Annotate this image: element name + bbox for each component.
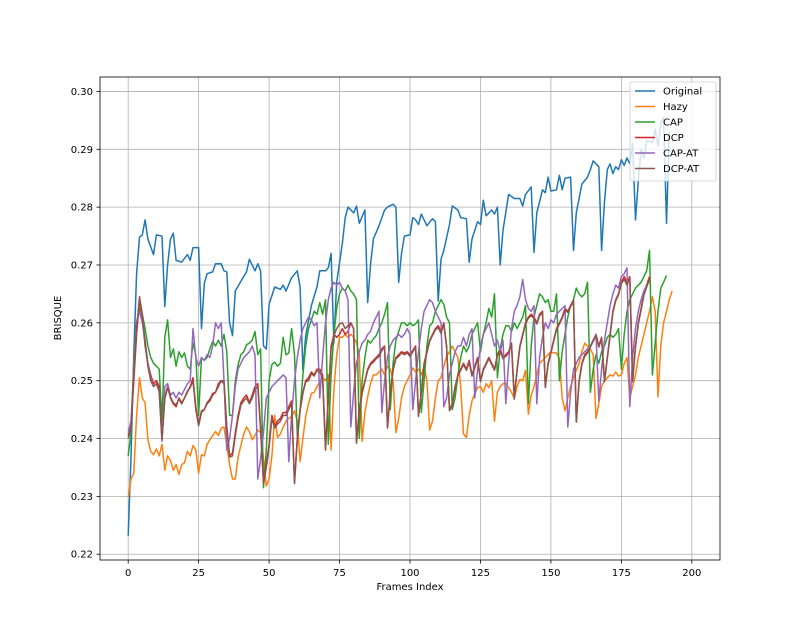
series-line-original (127, 116, 671, 536)
y-tick-label: 0.23 (71, 492, 93, 503)
series-line-hazy (127, 290, 673, 498)
x-tick-label: 75 (333, 568, 346, 579)
y-tick-label: 0.26 (71, 318, 93, 329)
legend-label: CAP-AT (663, 149, 699, 160)
series-line-dcp-at (127, 276, 651, 485)
x-tick-label: 100 (400, 568, 419, 579)
series-line-cap-at (127, 267, 648, 480)
legend-label: Original (663, 87, 702, 98)
legend-label: DCP-AT (663, 164, 700, 175)
y-tick-label: 0.30 (71, 87, 93, 98)
y-tick-label: 0.29 (71, 145, 93, 156)
x-tick-label: 50 (263, 568, 276, 579)
y-tick-label: 0.25 (71, 376, 93, 387)
y-tick-label: 0.22 (71, 550, 93, 561)
x-axis-label: Frames Index (376, 582, 443, 593)
y-tick-label: 0.28 (71, 203, 93, 214)
legend-label: Hazy (663, 102, 688, 113)
y-tick-label: 0.27 (71, 260, 93, 271)
x-axis: 0 25 50 75 100 125 150 175 200 (125, 560, 701, 579)
y-tick-label: 0.24 (71, 434, 93, 445)
x-tick-label: 25 (192, 568, 205, 579)
y-axis: 0.22 0.23 0.24 0.25 0.26 0.27 0.28 0.29 0.30 (71, 87, 100, 561)
x-tick-label: 125 (471, 568, 490, 579)
legend-label: DCP (663, 133, 684, 144)
x-tick-label: 175 (612, 568, 631, 579)
legend-label: CAP (663, 118, 683, 129)
x-tick-label: 200 (682, 568, 701, 579)
x-tick-label: 150 (541, 568, 560, 579)
legend: Original Hazy CAP DCP CAP-AT DCP-AT (629, 81, 717, 182)
plot-lines (127, 116, 673, 536)
x-tick-label: 0 (125, 568, 131, 579)
y-axis-label: BRISQUE (53, 296, 64, 341)
